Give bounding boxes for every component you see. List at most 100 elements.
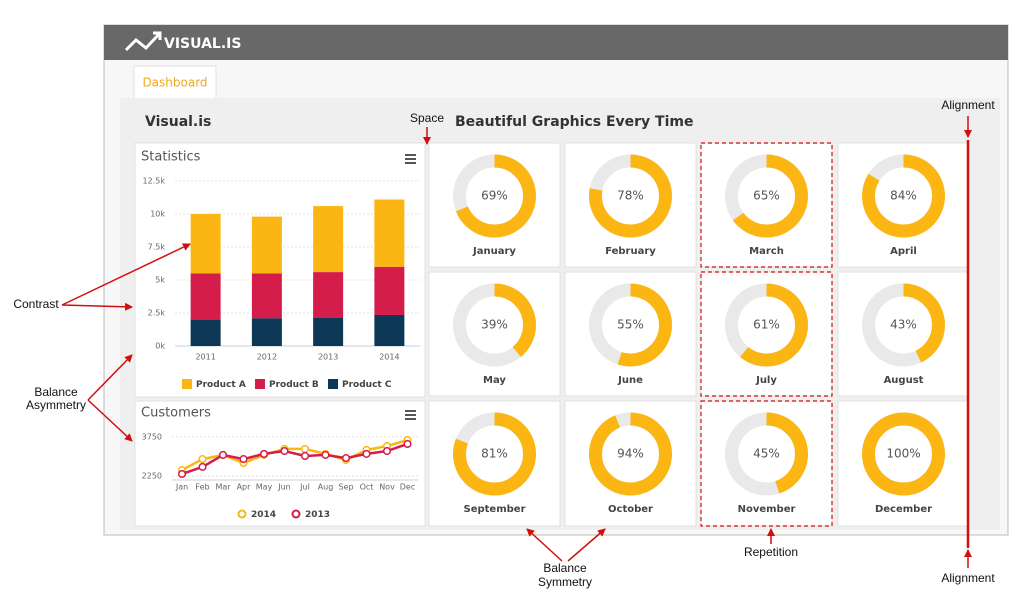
bar-segment xyxy=(374,199,405,267)
annotation: Balance xyxy=(34,385,78,399)
legend-label: 2013 xyxy=(305,510,330,520)
bar-segment xyxy=(313,317,344,346)
x-tick-label: Jan xyxy=(175,483,188,492)
donut-value-label: 100% xyxy=(886,447,920,461)
donut-value-label: 45% xyxy=(753,447,780,461)
donut-category: October xyxy=(608,504,653,515)
x-tick-label: Mar xyxy=(215,483,231,492)
bar-segment xyxy=(251,216,282,274)
x-tick-label: May xyxy=(256,483,273,492)
annotation-arrow xyxy=(61,243,191,306)
charts: 0k 2.5k 5k 7.5k 10k 12.5k 2011 2012 2013 2014 Prod… xyxy=(142,142,970,527)
x-tick-label: 2012 xyxy=(257,353,277,362)
bar-segment xyxy=(313,206,344,273)
point xyxy=(280,446,289,456)
top-bar xyxy=(104,25,1008,60)
logo-icon-head xyxy=(153,31,162,40)
donut-arc xyxy=(725,412,808,496)
point xyxy=(382,446,392,456)
donut-category: November xyxy=(738,504,796,515)
headline: Beautiful Graphics Every Time xyxy=(455,114,693,130)
donut-arc xyxy=(862,283,945,367)
donut-arc xyxy=(725,154,808,238)
annotation: Alignment xyxy=(941,98,995,112)
menu-icon[interactable] xyxy=(405,154,416,164)
y-tick-label: 2.5k xyxy=(148,309,166,318)
x-tick-label: Jun xyxy=(277,483,291,492)
y-tick-label: 3750 xyxy=(142,432,162,441)
x-tick-label: Apr xyxy=(237,483,252,492)
x-tick-label: 2011 xyxy=(195,353,215,362)
card-title: Statistics xyxy=(141,150,201,165)
donut-arc xyxy=(453,412,536,496)
donut-category: May xyxy=(483,375,506,386)
point xyxy=(321,450,330,459)
donut-arc xyxy=(725,283,808,367)
bar-segment xyxy=(190,319,221,346)
legend-swatch xyxy=(182,379,192,389)
x-tick-label: Nov xyxy=(379,483,395,492)
y-tick-label: 2250 xyxy=(142,472,162,481)
x-tick-label: Jul xyxy=(299,483,310,492)
donut-category: January xyxy=(472,246,516,257)
point xyxy=(300,451,310,461)
bar-segment xyxy=(190,273,221,320)
annotation: Asymmetry xyxy=(26,398,86,412)
donut-value-label: 78% xyxy=(617,189,644,203)
donut-value-label: 84% xyxy=(890,189,917,203)
annotation-arrow xyxy=(87,354,133,401)
point xyxy=(259,449,269,458)
donut-value-label: 55% xyxy=(617,318,644,332)
donut-category: June xyxy=(617,375,643,386)
bar-segment xyxy=(374,314,405,346)
point xyxy=(198,462,207,471)
tab-label[interactable]: Dashboard xyxy=(142,76,207,90)
y-tick-label: 10k xyxy=(150,210,165,219)
legend-label: Product A xyxy=(196,380,246,390)
annotation: Repetition xyxy=(744,545,798,559)
legend-label: Product B xyxy=(269,380,319,390)
point xyxy=(177,469,187,479)
point xyxy=(198,455,207,464)
x-tick-label: Oct xyxy=(360,483,374,492)
donut-arc xyxy=(453,283,536,367)
annotation-arrow xyxy=(61,302,133,311)
x-tick-label: Dec xyxy=(400,483,415,492)
legend-swatch xyxy=(328,379,338,389)
donut-value-label: 61% xyxy=(753,318,780,332)
donut-value-label: 94% xyxy=(617,447,644,461)
donut-arc xyxy=(453,154,536,238)
card-title: Customers xyxy=(141,406,211,421)
donut-category: July xyxy=(755,375,777,386)
repetition-highlight xyxy=(700,142,833,527)
donut-category: September xyxy=(464,504,526,515)
x-tick-label: Feb xyxy=(195,483,209,492)
donut-arc xyxy=(862,412,945,496)
bar-segment xyxy=(190,214,221,274)
legend-swatch xyxy=(255,379,265,389)
donut-arc xyxy=(589,283,672,367)
bar-segment xyxy=(313,272,344,318)
legend-label: 2014 xyxy=(251,510,276,520)
y-tick-label: 0k xyxy=(155,342,165,351)
customers-card xyxy=(134,400,426,527)
annotation: Symmetry xyxy=(538,575,592,589)
annotation: Alignment xyxy=(941,571,995,585)
menu-icon[interactable] xyxy=(405,410,416,420)
donut-arc xyxy=(589,412,672,496)
point xyxy=(362,449,371,458)
annotation: Space xyxy=(410,111,444,125)
donut-value-label: 43% xyxy=(890,318,917,332)
bar-segment xyxy=(374,266,405,315)
point xyxy=(341,454,351,463)
point xyxy=(218,450,228,459)
site-title: Visual.is xyxy=(145,114,211,130)
y-tick-label: 7.5k xyxy=(148,243,166,252)
x-tick-label: Sep xyxy=(338,483,353,492)
bar-segment xyxy=(251,273,282,319)
donut-value-label: 39% xyxy=(481,318,508,332)
bar-segment xyxy=(251,318,282,346)
donut-value-label: 69% xyxy=(481,189,508,203)
donut-category: August xyxy=(884,375,924,386)
brand[interactable]: VISUAL.IS xyxy=(164,36,241,52)
